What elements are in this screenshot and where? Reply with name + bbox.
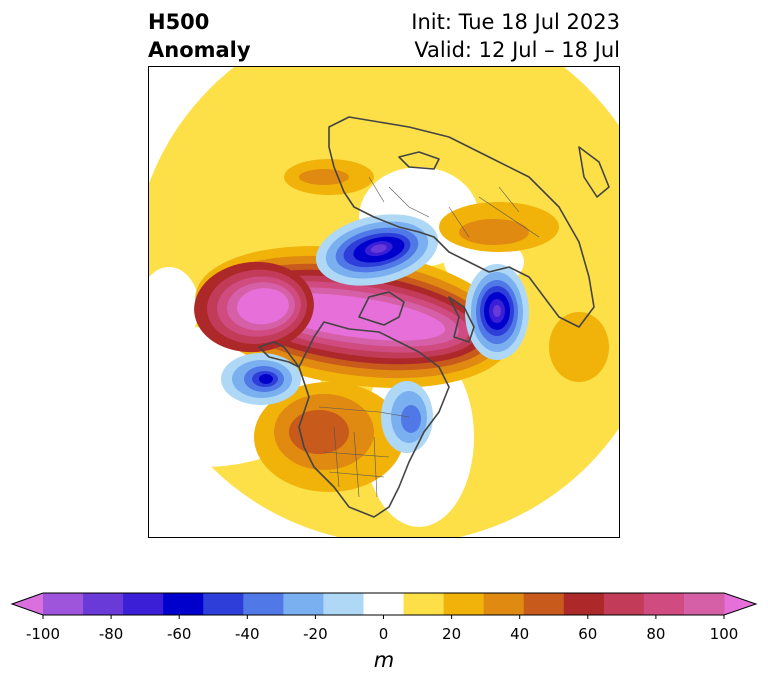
init-time: Init: Tue 18 Jul 2023 (411, 10, 620, 34)
colorbar-segment (483, 593, 525, 615)
colorbar-segment (643, 593, 685, 615)
anomaly-shading (149, 67, 619, 537)
colorbar-tick-label: 100 (709, 625, 739, 643)
colorbar-segment (243, 593, 284, 615)
coast-alaska (258, 341, 300, 368)
colorbar-tick-label: -100 (25, 625, 61, 643)
colorbar-extend-under (12, 593, 43, 615)
title-right: Init: Tue 18 Jul 2023 Valid: 12 Jul – 18… (411, 8, 620, 64)
colorbar-tick-label: -40 (235, 625, 260, 643)
ridge-west-lobe-core (237, 288, 289, 325)
colorbar-segment (523, 593, 565, 615)
colorbar-segment (83, 593, 124, 615)
colorbar-segment (603, 593, 645, 615)
coast-eurasia (328, 116, 595, 328)
coast-kamchatka (578, 146, 610, 198)
border-us-state-3 (373, 436, 378, 498)
neutral-region-west-edge (149, 267, 199, 347)
trough-hudson-core (401, 405, 421, 433)
colorbar-tick-label: 80 (646, 625, 666, 643)
coast-scandinavia (448, 296, 475, 343)
colorbar-tick-label: -80 (98, 625, 124, 643)
field-type: Anomaly (148, 38, 251, 62)
colorbar-tick-label: 60 (578, 625, 598, 643)
colorbar-tick-label: -20 (303, 625, 328, 643)
colorbar-tick-label: -60 (166, 625, 192, 643)
border-canada-us (318, 406, 410, 418)
positive-west-us-core (289, 410, 349, 454)
colorbar-segment (683, 593, 725, 615)
positive-patch-russia-core (299, 169, 349, 185)
title-left: H500 Anomaly (148, 8, 251, 64)
colorbar-segment (563, 593, 605, 615)
border-asia-3 (498, 186, 520, 213)
colorbar-segment (283, 593, 325, 615)
coastlines (258, 116, 610, 518)
colorbar-segment (43, 593, 84, 615)
coast-north-america (298, 321, 450, 518)
positive-patch-asia-core (459, 219, 529, 245)
trough-pacific-core (259, 374, 273, 384)
border-us-state-5 (328, 471, 385, 478)
colorbar-tick-label: 0 (378, 625, 389, 643)
colorbar-segment (363, 593, 405, 615)
colorbar-tick-label: 20 (442, 625, 462, 643)
coast-arabian-peninsula (398, 151, 440, 170)
anomaly-map (148, 66, 620, 538)
colorbar-segment (403, 593, 445, 615)
colorbar-tick-label: 40 (510, 625, 530, 643)
border-asia-2 (448, 206, 470, 238)
positive-patch-east (549, 312, 609, 382)
coast-greenland (358, 291, 405, 326)
colorbar-segment (203, 593, 244, 615)
border-us-state-2 (353, 431, 360, 498)
map-svg (149, 67, 619, 537)
trough-scandinavia-core (370, 244, 387, 253)
colorbar-segment (323, 593, 365, 615)
border-europe-1 (388, 186, 430, 218)
colorbar-segment (163, 593, 204, 615)
colorbar (10, 592, 758, 619)
political-borders (318, 176, 540, 498)
colorbar-segment (443, 593, 485, 615)
border-us-state-1 (333, 426, 340, 488)
colorbar-segment (123, 593, 164, 615)
valid-period: Valid: 12 Jul – 18 Jul (414, 38, 620, 62)
colorbar-extend-over (724, 593, 756, 615)
border-us-state-4 (323, 451, 390, 458)
trough-siberia-core (493, 305, 501, 317)
field-name: H500 (148, 10, 210, 34)
colorbar-units-label: m (373, 648, 395, 672)
border-asia-1 (478, 196, 540, 238)
border-europe-2 (368, 176, 385, 203)
